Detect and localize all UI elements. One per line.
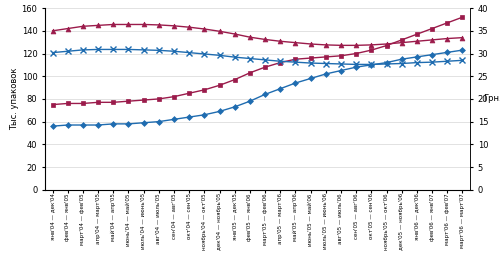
Y-axis label: Грн.: Грн. <box>483 94 500 104</box>
Y-axis label: Тыс. упаковок: Тыс. упаковок <box>10 68 18 130</box>
